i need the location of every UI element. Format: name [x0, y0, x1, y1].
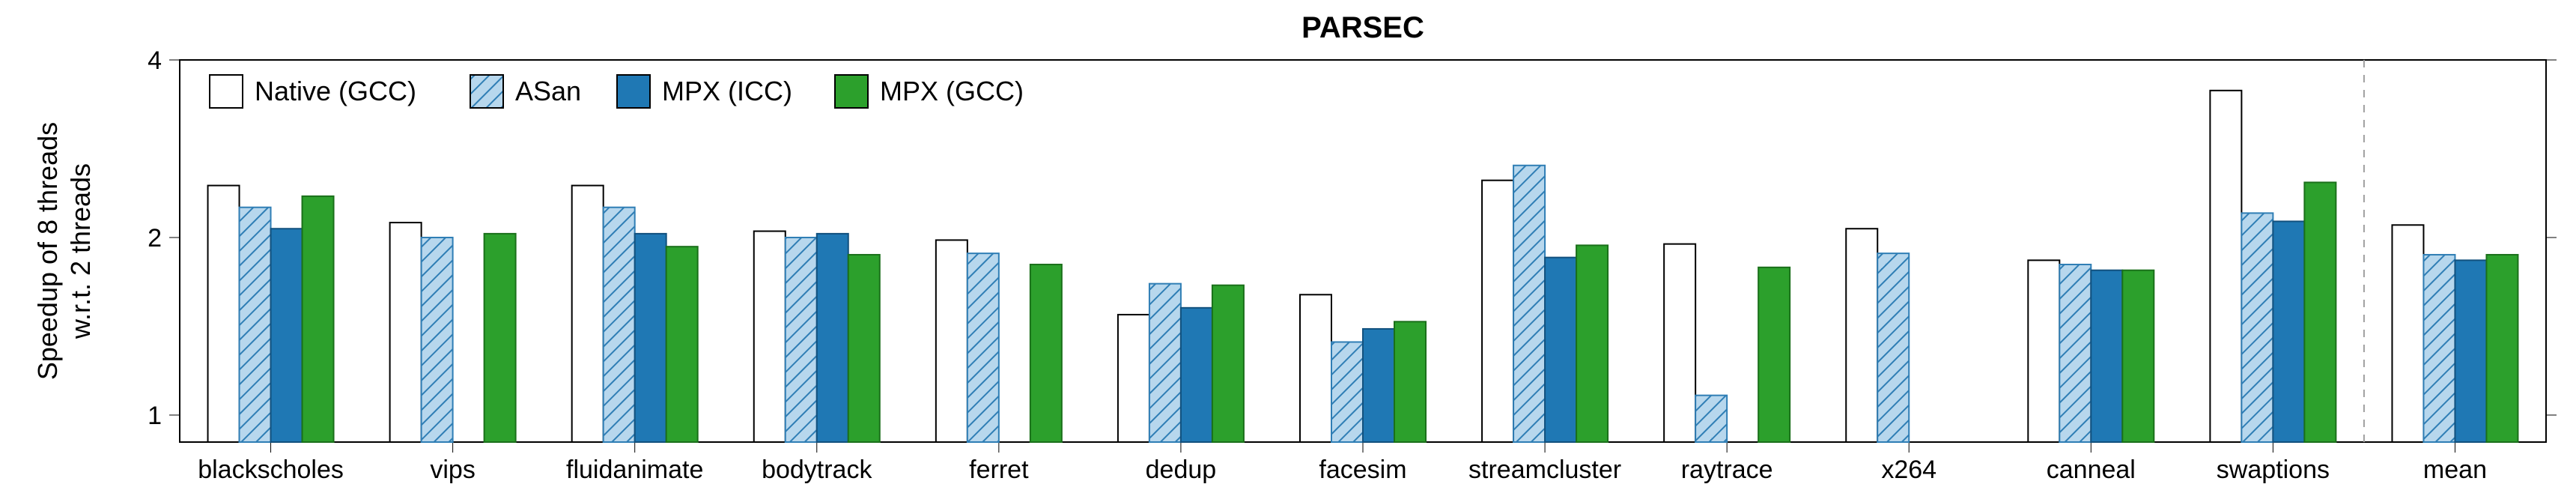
bar — [1482, 181, 1513, 442]
category-label: canneal — [2047, 456, 2136, 484]
bar — [1030, 264, 1062, 442]
legend-swatch — [835, 75, 868, 108]
bar — [2122, 270, 2154, 442]
category-label: dedup — [1146, 456, 1217, 484]
bar — [848, 255, 880, 442]
category-label: ferret — [969, 456, 1029, 484]
bar — [1181, 308, 1212, 442]
svg-text:Speedup of 8 threads: Speedup of 8 threads — [32, 122, 63, 380]
bar — [936, 240, 967, 442]
category-label: raytrace — [1681, 456, 1773, 484]
bar — [1664, 244, 1695, 442]
y-tick-label: 2 — [148, 224, 162, 252]
bar — [1212, 285, 1244, 442]
chart-title: PARSEC — [1301, 11, 1424, 44]
bar — [2210, 91, 2241, 442]
category-label: bodytrack — [762, 456, 872, 484]
bar — [2091, 270, 2122, 442]
bar — [484, 234, 516, 442]
bar — [572, 186, 604, 442]
parsec-chart: 1 2 4 Speedup of 8 threadsw.r.t. 2 threads P… — [0, 0, 2576, 502]
bar — [1695, 396, 1727, 442]
bar — [1149, 284, 1181, 442]
bar — [1877, 253, 1909, 442]
bar — [967, 253, 999, 442]
bar — [754, 232, 786, 442]
bar — [786, 238, 817, 442]
bar — [1513, 166, 1545, 442]
legend-label: MPX (ICC) — [662, 76, 792, 106]
category-label: mean — [2423, 456, 2487, 484]
bar — [1300, 294, 1331, 442]
bar — [1118, 315, 1149, 442]
legend-label: ASan — [515, 76, 581, 106]
category-label: blackscholes — [198, 456, 344, 484]
bar — [2486, 255, 2518, 442]
bar — [208, 186, 240, 442]
bar — [817, 234, 848, 442]
category-label: fluidanimate — [566, 456, 703, 484]
svg-text:w.r.t. 2 threads: w.r.t. 2 threads — [65, 163, 96, 339]
legend-swatch — [210, 75, 243, 108]
bar — [2059, 264, 2091, 442]
bar — [2304, 182, 2336, 442]
bar — [390, 223, 422, 442]
bar — [1394, 321, 1426, 442]
bar — [635, 234, 666, 442]
bar — [2241, 213, 2273, 442]
category-label: facesim — [1319, 456, 1406, 484]
legend-swatch — [617, 75, 650, 108]
bar — [666, 247, 698, 442]
bar — [2423, 255, 2455, 442]
bar — [2028, 260, 2059, 442]
bar — [2273, 221, 2304, 442]
category-label: x264 — [1881, 456, 1936, 484]
legend-swatch — [470, 75, 503, 108]
bar — [1576, 245, 1608, 442]
y-tick-label: 1 — [148, 402, 162, 430]
bar — [303, 196, 334, 442]
bar — [1363, 329, 1394, 442]
category-label: streamcluster — [1468, 456, 1621, 484]
bar — [604, 208, 635, 442]
bar — [271, 229, 303, 442]
bar — [2455, 260, 2486, 442]
bar — [1545, 258, 1576, 442]
legend-label: Native (GCC) — [255, 76, 416, 106]
legend-label: MPX (GCC) — [880, 76, 1024, 106]
bar — [1758, 267, 1790, 442]
bar — [240, 208, 271, 442]
y-tick-label: 4 — [148, 46, 162, 75]
bar — [2392, 225, 2423, 442]
bar — [422, 238, 453, 442]
y-axis-title: Speedup of 8 threadsw.r.t. 2 threads — [32, 122, 96, 380]
category-label: vips — [430, 456, 475, 484]
chart-svg: 1 2 4 Speedup of 8 threadsw.r.t. 2 threads P… — [0, 0, 2576, 502]
bar — [1846, 229, 1877, 442]
bar — [1331, 342, 1363, 442]
category-label: swaptions — [2217, 456, 2330, 484]
